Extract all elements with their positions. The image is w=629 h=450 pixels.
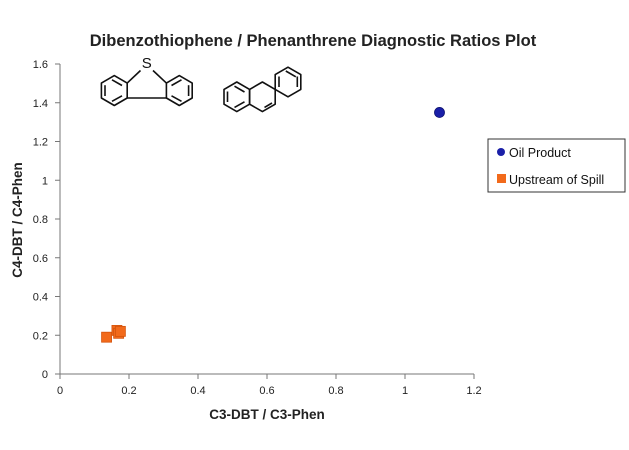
legend-label-oil-product: Oil Product — [509, 146, 571, 160]
y-axis-ticks: 0 0.2 0.4 0.6 0.8 1 1.2 1.4 1.6 — [33, 59, 60, 381]
sulfur-atom-label: S — [142, 55, 152, 72]
x-tick-label: 0.2 — [121, 385, 136, 397]
legend-box — [487, 138, 626, 193]
y-tick-label: 1.2 — [33, 137, 48, 149]
data-points — [101, 107, 445, 343]
data-point-upstream-of-spill — [114, 325, 126, 337]
y-axis-label: C4-DBT / C4-Phen — [10, 162, 25, 278]
y-tick-label: 0.2 — [33, 330, 48, 342]
data-point-oil-product — [434, 107, 445, 118]
x-tick-label: 0.6 — [259, 385, 274, 397]
x-axis-ticks: 0 0.2 0.4 0.6 0.8 1 1.2 — [57, 374, 482, 397]
y-tick-label: 1 — [42, 175, 48, 187]
legend-marker-oil-product — [497, 148, 505, 156]
x-axis-label: C3-DBT / C3-Phen — [209, 407, 325, 422]
legend-marker-upstream-of-spill — [497, 174, 506, 183]
y-tick-label: 0 — [42, 369, 48, 381]
y-tick-label: 1.6 — [33, 59, 48, 71]
legend: Oil Product Upstream of Spill — [487, 138, 626, 193]
legend-label-upstream-of-spill: Upstream of Spill — [509, 173, 604, 187]
x-tick-label: 0 — [57, 385, 63, 397]
y-tick-label: 0.4 — [33, 292, 48, 304]
y-tick-label: 1.4 — [33, 98, 48, 110]
x-tick-label: 0.4 — [190, 385, 205, 397]
data-point-upstream-of-spill — [101, 331, 112, 343]
chart-title: Dibenzothiophene / Phenanthrene Diagnost… — [90, 32, 537, 50]
y-tick-label: 0.6 — [33, 253, 48, 265]
dibenzothiophene-structure: S — [100, 55, 193, 107]
x-tick-label: 1.2 — [466, 385, 481, 397]
y-tick-label: 0.8 — [33, 214, 48, 226]
x-tick-label: 0.8 — [328, 385, 343, 397]
x-tick-label: 1 — [402, 385, 408, 397]
phenanthrene-structure — [223, 66, 302, 113]
